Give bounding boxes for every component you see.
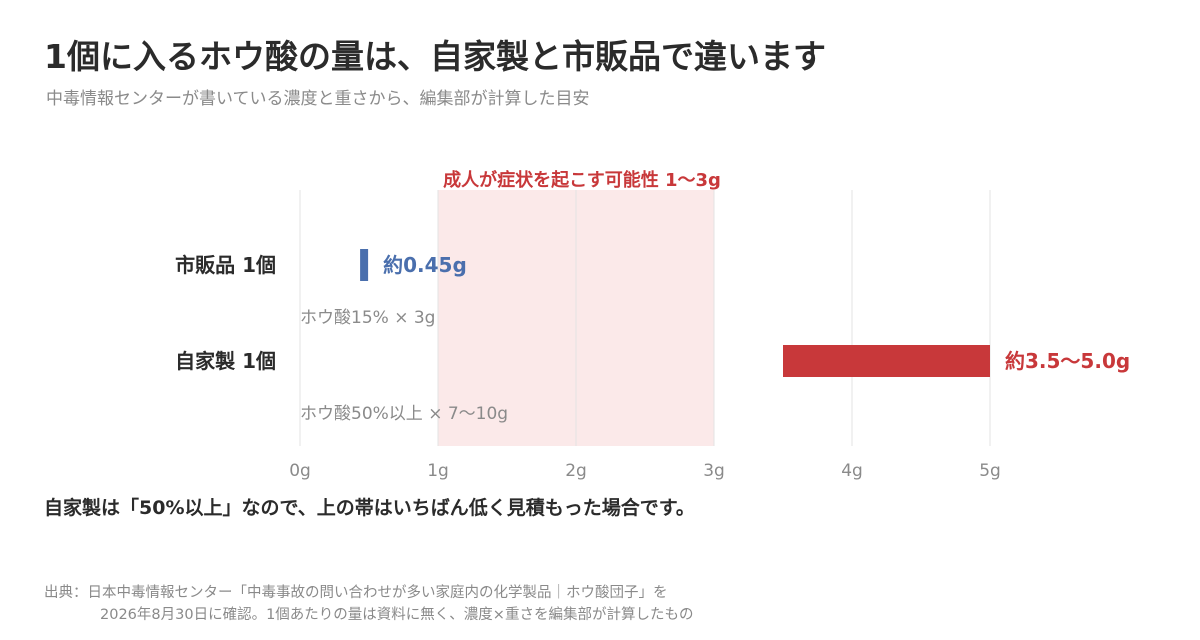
row-sublabel: ホウ酸50%以上 × 7〜10g <box>300 404 508 424</box>
chart-title: 1個に入るホウ酸の量は、自家製と市販品で違います <box>44 37 826 76</box>
x-tick-label: 3g <box>703 461 725 481</box>
x-tick-label: 4g <box>841 461 863 481</box>
chart-subtitle: 中毒情報センターが書いている濃度と重さから、編集部が計算した目安 <box>46 89 590 109</box>
row-label: 市販品 1個 <box>175 253 276 277</box>
row-label: 自家製 1個 <box>175 349 276 373</box>
source-note: 出典：日本中毒情報センター「中毒事故の問い合わせが多い家庭内の化学製品｜ホウ酸団… <box>44 582 693 626</box>
x-tick-label: 5g <box>979 461 1001 481</box>
row-sublabel: ホウ酸15% × 3g <box>300 308 435 328</box>
source-line-2: 2026年8月30日に確認。1個あたりの量は資料に無く、濃度×重さを編集部が計算… <box>100 607 694 623</box>
data-label: 約0.45g <box>383 253 467 277</box>
bar <box>783 345 990 377</box>
bar <box>360 249 369 281</box>
data-label: 約3.5〜5.0g <box>1005 349 1130 373</box>
x-tick-label: 0g <box>289 461 311 481</box>
x-tick-label: 2g <box>565 461 587 481</box>
chart-note: 自家製は「50%以上」なので、上の帯はいちばん低く見積もった場合です。 <box>44 497 695 519</box>
x-tick-label: 1g <box>427 461 449 481</box>
symptom-band-label: 成人が症状を起こす可能性 1〜3g <box>443 169 721 191</box>
source-line-1: 出典：日本中毒情報センター「中毒事故の問い合わせが多い家庭内の化学製品｜ホウ酸団… <box>44 585 668 601</box>
